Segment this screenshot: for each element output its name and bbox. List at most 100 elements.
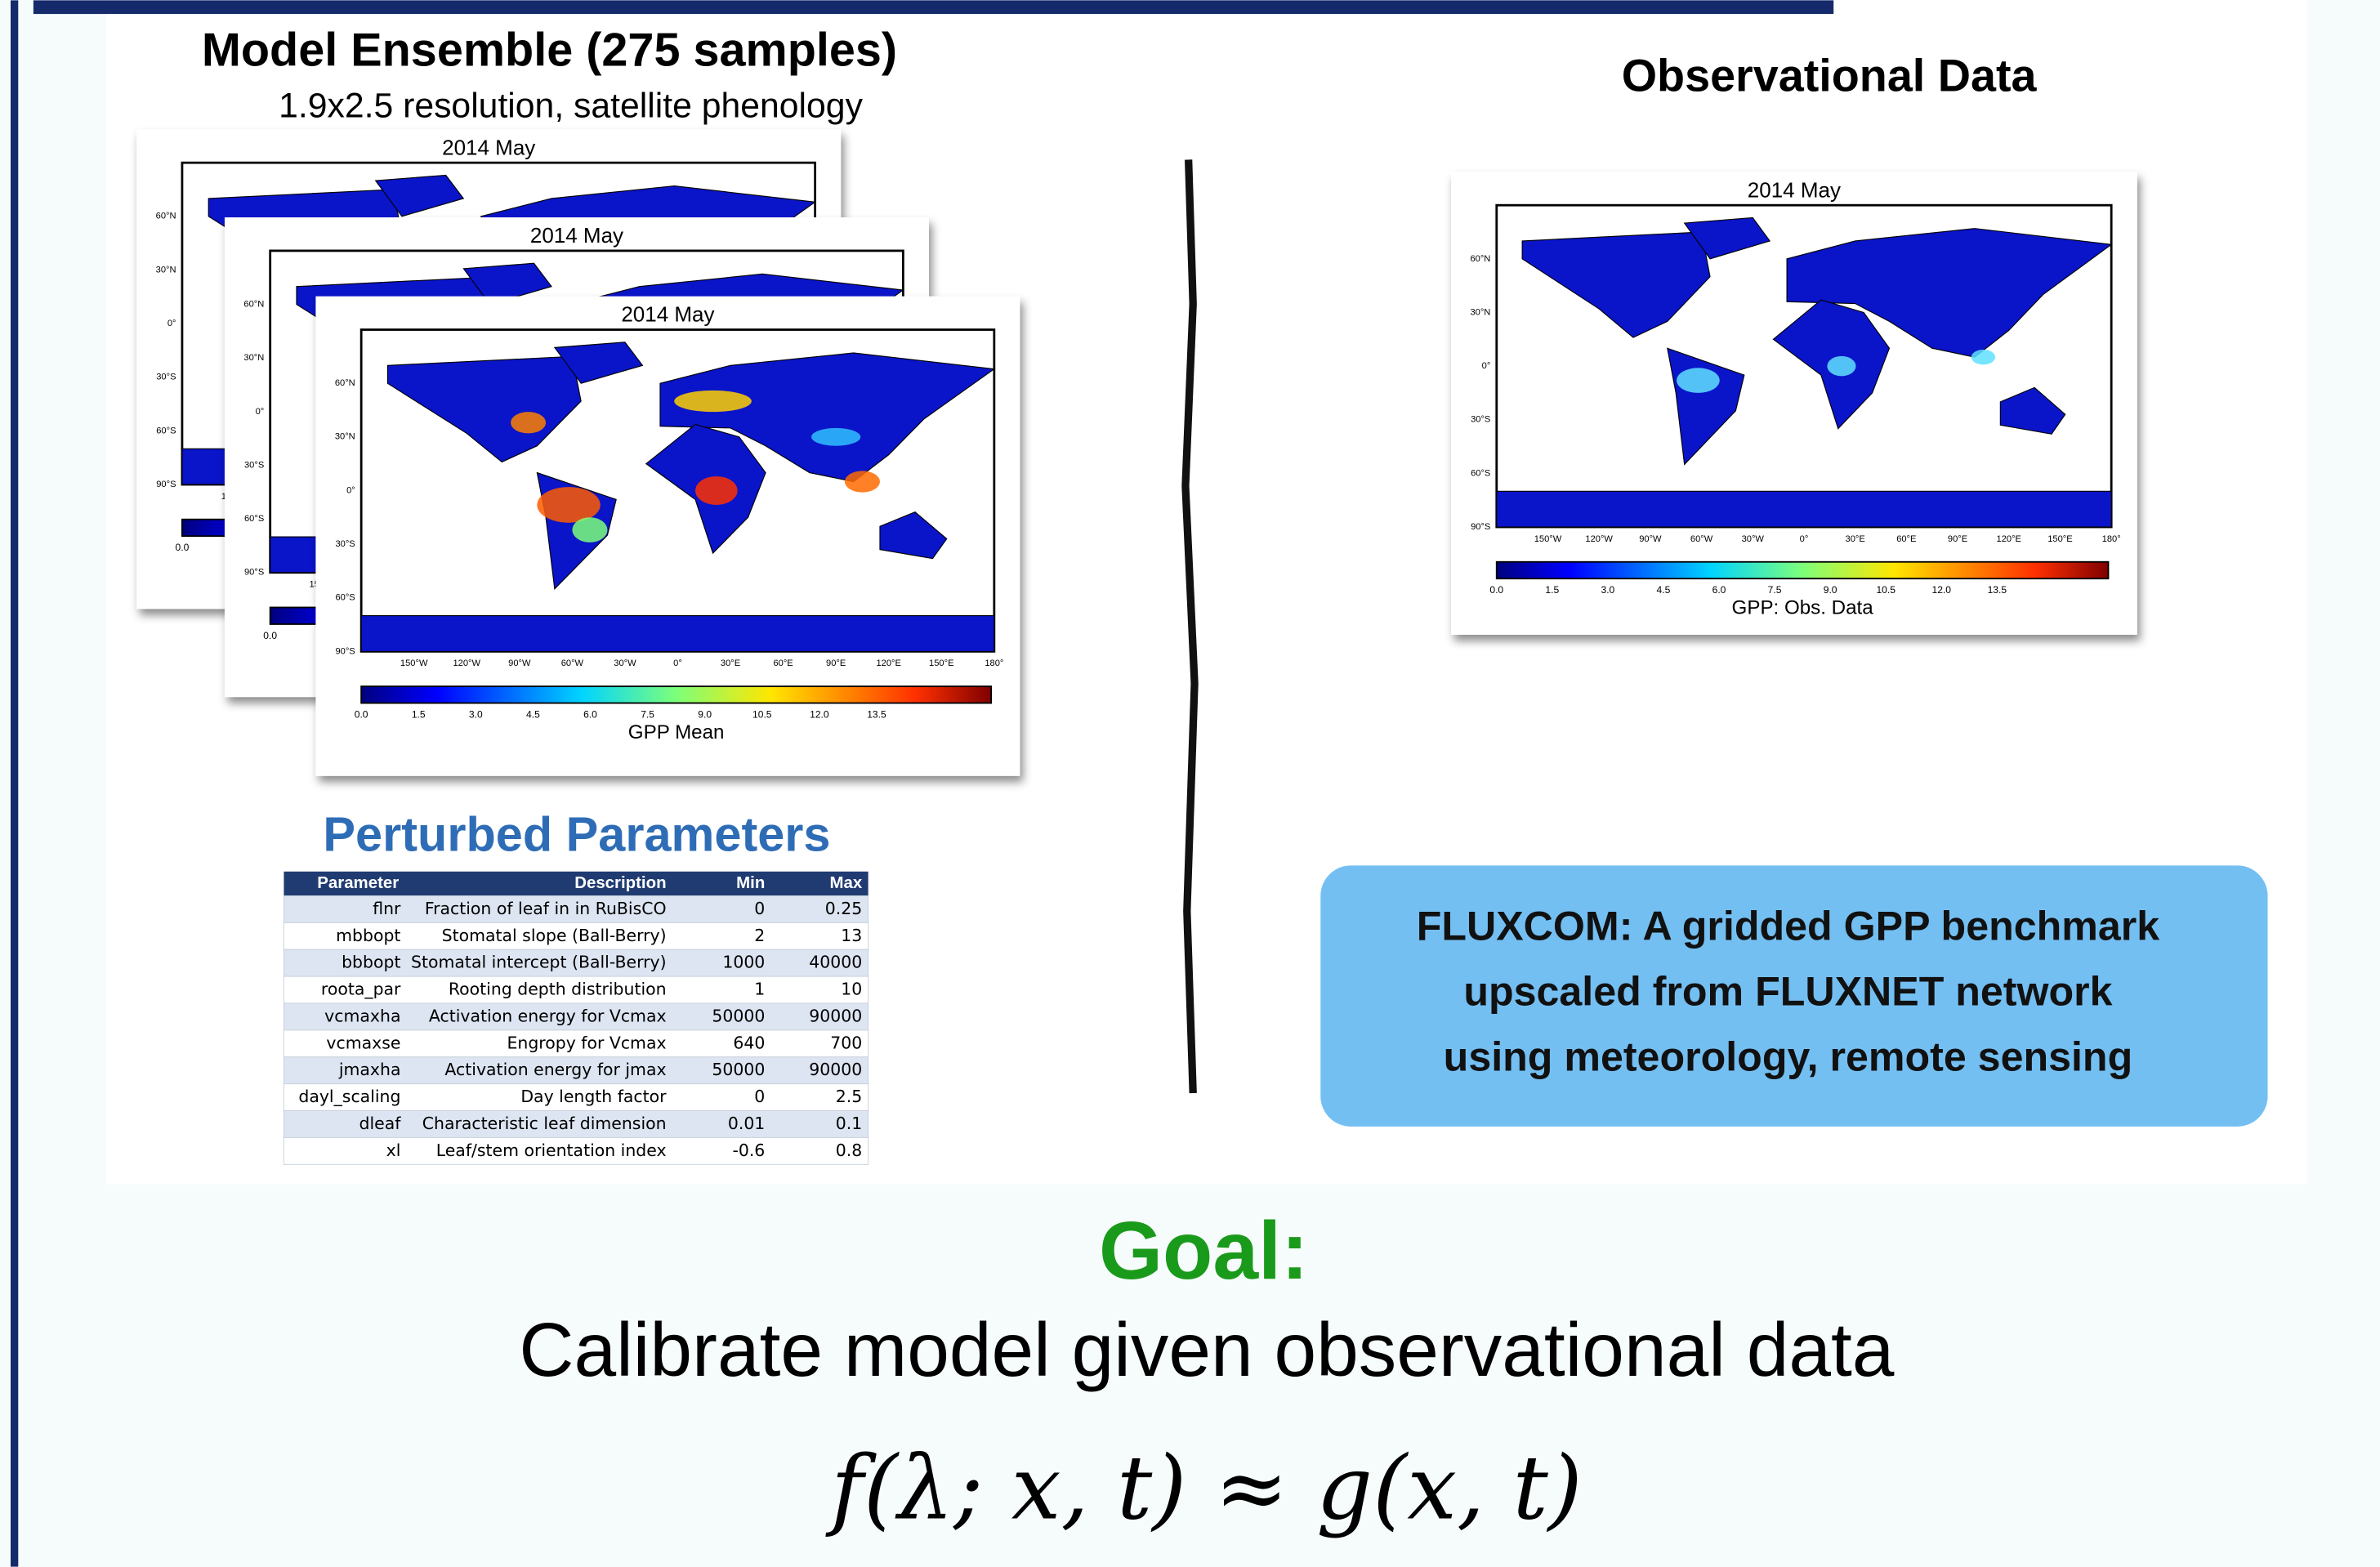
table-cell: flnr (373, 899, 401, 918)
table-cell: 10 (841, 980, 862, 999)
column-header: Max (829, 874, 862, 892)
map-title: 2014 May (442, 135, 535, 159)
lat-label: 90°S (244, 568, 264, 578)
lat-label: 60°S (156, 426, 176, 435)
table-cell: Activation energy for jmax (444, 1060, 666, 1079)
lon-label: 0° (1800, 534, 1809, 544)
lon-label: 90°W (1639, 534, 1662, 544)
map-title: 2014 May (530, 223, 623, 248)
table-cell: Day length factor (520, 1087, 667, 1106)
continent (1497, 491, 2111, 527)
lon-label: 120°W (453, 658, 481, 668)
lon-label: 120°W (1585, 534, 1613, 544)
table-cell: jmaxha (338, 1060, 401, 1079)
goal-label: Goal: (1099, 1205, 1308, 1297)
table-cell: roota_par (321, 980, 401, 1000)
lon-label: 120°E (877, 658, 901, 668)
lat-label: 30°N (243, 353, 264, 363)
table-cell: Characteristic leaf dimension (422, 1114, 667, 1133)
lat-label: 60°N (335, 378, 355, 388)
lon-label: 180° (2102, 534, 2121, 544)
lat-label: 30°N (335, 432, 355, 442)
lat-label: 30°S (244, 460, 264, 470)
table-cell: dayl_scaling (298, 1087, 400, 1107)
lat-label: 90°S (1471, 522, 1490, 532)
colorbar-tick-label: 1.5 (412, 709, 426, 721)
colorbar-tick-label: 7.5 (1768, 584, 1782, 596)
lon-label: 60°W (1690, 534, 1713, 544)
fluxcom-text: using meteorology, remote sensing (1444, 1034, 2133, 1079)
page: {"ensemble": {"title": "Model Ensemble (… (0, 0, 2380, 1567)
colorbar-tick-label: 3.0 (469, 709, 483, 721)
lon-label: 60°E (1896, 534, 1916, 544)
colorbar-tick-label: 4.5 (526, 709, 540, 721)
table-cell: Engropy for Vcmax (507, 1033, 667, 1052)
colorbar-tick-label: 13.5 (867, 709, 886, 721)
table-cell: Leaf/stem orientation index (436, 1141, 667, 1160)
gpp-region (811, 428, 860, 446)
colorbar-tick-label: 10.5 (752, 709, 772, 721)
table-cell: 640 (733, 1033, 765, 1052)
lat-label: 60°N (156, 212, 176, 221)
table-cell: vcmaxse (326, 1033, 400, 1052)
colorbar-tick-label: 4.5 (1657, 584, 1671, 596)
column-header: Description (574, 874, 666, 892)
table-cell: 50000 (712, 1060, 765, 1079)
table-cell: 0 (754, 1087, 765, 1106)
colorbar-tick-label: 13.5 (1988, 584, 2007, 596)
gpp-region (1971, 350, 1995, 364)
lon-label: 30°W (1742, 534, 1765, 544)
table-cell: Fraction of leaf in in RuBisCO (425, 899, 667, 918)
lon-label: 30°E (1846, 534, 1865, 544)
lat-label: 0° (256, 407, 265, 417)
gpp-region (674, 391, 752, 412)
colorbar-tick-label: 9.0 (698, 709, 712, 721)
table-cell: vcmaxha (324, 1006, 400, 1025)
lon-label: 60°W (561, 658, 584, 668)
colorbar-label: GPP Mean (628, 721, 725, 743)
column-header: Min (736, 874, 765, 892)
gpp-region (572, 517, 607, 542)
observational-title: Observational Data (1622, 51, 2038, 101)
table-cell: Stomatal slope (Ball-Berry) (442, 926, 667, 945)
map-title: 2014 May (621, 302, 714, 327)
colorbar-tick-label: 9.0 (1824, 584, 1837, 596)
lon-label: 150°W (1534, 534, 1562, 544)
fluxcom-text: upscaled from FLUXNET network (1463, 968, 2112, 1014)
table-cell: 1000 (722, 953, 765, 972)
ensemble-subtitle: 1.9x2.5 resolution, satellite phenology (279, 87, 863, 126)
lat-label: 0° (167, 319, 176, 328)
table-cell: 0.1 (836, 1114, 862, 1133)
table-cell: xl (386, 1141, 401, 1160)
table-cell: 2.5 (836, 1087, 862, 1106)
lon-label: 30°W (614, 658, 636, 668)
lat-label: 30°N (1470, 307, 1490, 317)
table-cell: 0 (754, 899, 765, 918)
colorbar-tick-label: 12.0 (1932, 584, 1952, 596)
colorbar (361, 686, 991, 703)
lon-label: 0° (673, 658, 682, 668)
gpp-region (695, 476, 738, 505)
lat-label: 60°N (1470, 254, 1490, 264)
colorbar-tick-label: 3.0 (1601, 584, 1615, 596)
colorbar-tick-label: 1.5 (1545, 584, 1559, 596)
lat-label: 90°S (156, 480, 176, 489)
table-cell: 13 (841, 926, 862, 945)
map-title: 2014 May (1748, 177, 1841, 202)
colorbar-tick-label: 6.0 (1712, 584, 1726, 596)
table-cell: 90000 (809, 1060, 862, 1079)
lat-label: 60°S (244, 514, 264, 524)
lon-label: 150°E (929, 658, 953, 668)
goal-text: Calibrate model given observational data (519, 1307, 1894, 1392)
lat-label: 30°N (156, 265, 176, 275)
fluxcom-text: FLUXCOM: A gridded GPP benchmark (1417, 904, 2160, 949)
lat-label: 30°S (335, 539, 355, 549)
colorbar-tick-label: 0.0 (1489, 584, 1503, 596)
continent (361, 616, 994, 652)
gpp-region (1677, 368, 1720, 393)
gpp-region (845, 471, 880, 492)
colorbar-tick-label: 0.0 (263, 630, 277, 641)
slide: Model Ensemble (275 samples) 1.9x2.5 res… (0, 0, 2380, 1567)
parameters-title: Perturbed Parameters (323, 807, 830, 862)
table-cell: 40000 (809, 953, 862, 972)
